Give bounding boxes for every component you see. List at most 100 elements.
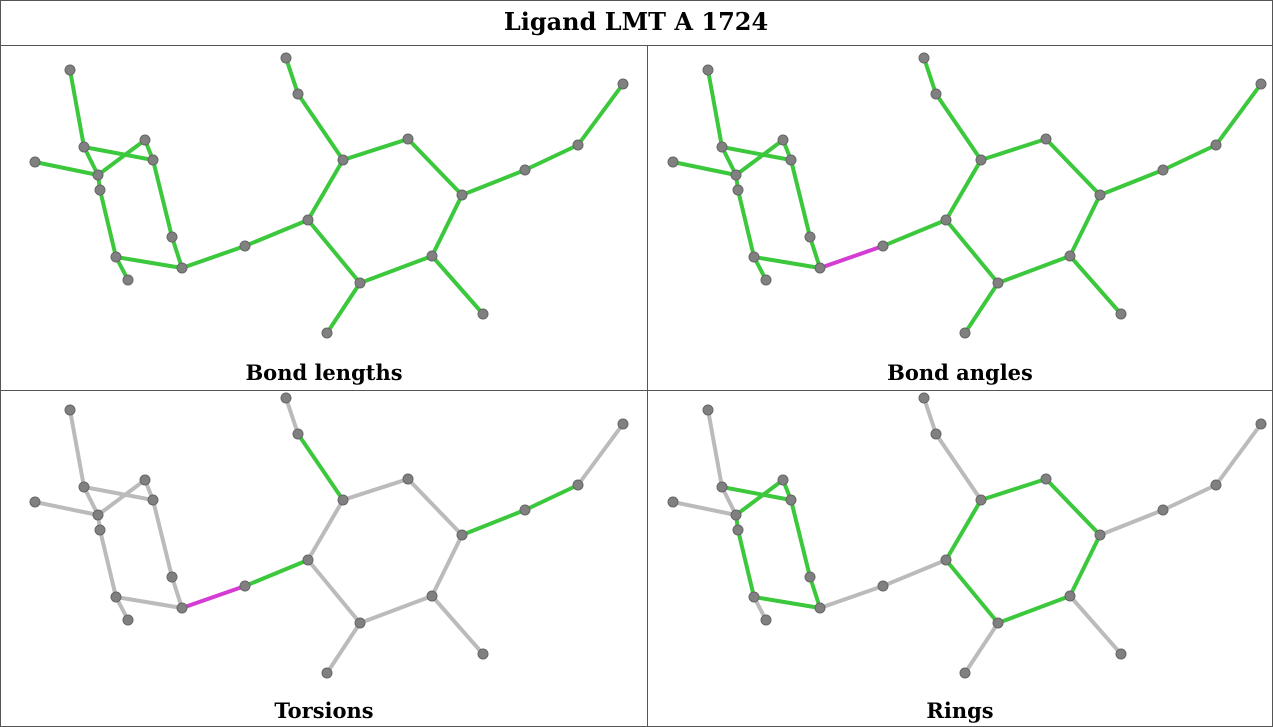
bond — [998, 596, 1070, 623]
atom — [303, 215, 313, 225]
atom — [703, 65, 713, 75]
bond — [343, 139, 408, 160]
bond — [298, 434, 343, 500]
bond — [708, 410, 722, 487]
bond — [525, 145, 578, 170]
bond — [946, 220, 998, 283]
atom — [960, 668, 970, 678]
bond — [883, 560, 946, 586]
bond — [308, 560, 360, 623]
atom — [1211, 140, 1221, 150]
atom — [815, 263, 825, 273]
bond — [432, 256, 483, 314]
bond — [462, 170, 525, 195]
atom — [520, 165, 530, 175]
bond — [1163, 485, 1216, 510]
bond — [883, 220, 946, 246]
atom — [140, 135, 150, 145]
atom — [478, 649, 488, 659]
bond — [462, 510, 525, 535]
bond — [153, 500, 172, 577]
atom — [93, 170, 103, 180]
atom — [717, 482, 727, 492]
bond — [820, 586, 883, 608]
atom — [177, 263, 187, 273]
bond — [965, 283, 998, 333]
atom — [457, 190, 467, 200]
table-border — [1, 1, 1273, 727]
atom — [240, 581, 250, 591]
atom — [786, 495, 796, 505]
bond — [298, 94, 343, 160]
atom — [733, 185, 743, 195]
bond — [1070, 195, 1100, 256]
atom — [303, 555, 313, 565]
atom — [293, 429, 303, 439]
atom — [878, 581, 888, 591]
atom — [1256, 419, 1266, 429]
atom — [733, 525, 743, 535]
bond — [1216, 424, 1261, 485]
bond — [946, 160, 981, 220]
caption: Rings — [926, 698, 993, 723]
bond — [286, 398, 298, 434]
bond — [924, 398, 936, 434]
bond — [116, 597, 182, 608]
atom — [618, 419, 628, 429]
page: Ligand LMT A 1724 Bond lengths Bond angl… — [0, 0, 1273, 727]
atom — [79, 142, 89, 152]
bond — [70, 410, 84, 487]
bond — [1046, 479, 1100, 535]
bond — [525, 485, 578, 510]
bond — [100, 530, 116, 597]
bond — [70, 70, 84, 147]
atom — [148, 495, 158, 505]
atom — [976, 155, 986, 165]
atom — [338, 495, 348, 505]
atom — [427, 591, 437, 601]
atom — [931, 89, 941, 99]
bond — [1216, 84, 1261, 145]
bond — [245, 560, 308, 586]
atom — [355, 618, 365, 628]
bond — [936, 434, 981, 500]
bond — [754, 257, 820, 268]
bond — [153, 160, 172, 237]
bond — [946, 500, 981, 560]
atom — [30, 497, 40, 507]
atom — [1065, 251, 1075, 261]
bond — [1070, 596, 1121, 654]
atom — [668, 497, 678, 507]
atom — [79, 482, 89, 492]
atom — [478, 309, 488, 319]
caption: Torsions — [274, 698, 373, 723]
atom — [65, 405, 75, 415]
atom — [322, 668, 332, 678]
bond — [791, 160, 810, 237]
bond — [432, 535, 462, 596]
atom — [403, 474, 413, 484]
atom — [427, 251, 437, 261]
atom — [148, 155, 158, 165]
atom — [731, 510, 741, 520]
atom — [1158, 165, 1168, 175]
atom — [93, 510, 103, 520]
bond — [965, 623, 998, 673]
bond — [286, 58, 298, 94]
atom — [457, 530, 467, 540]
bond — [578, 424, 623, 485]
bond — [936, 94, 981, 160]
bond — [924, 58, 936, 94]
bond — [308, 160, 343, 220]
caption: Bond lengths — [245, 360, 402, 385]
atom — [805, 572, 815, 582]
bond — [578, 84, 623, 145]
bond — [100, 190, 116, 257]
atom — [815, 603, 825, 613]
atom — [1095, 530, 1105, 540]
atom — [1211, 480, 1221, 490]
atom — [618, 79, 628, 89]
bond — [673, 502, 736, 515]
title: Ligand LMT A 1724 — [504, 7, 768, 36]
bond — [360, 596, 432, 623]
